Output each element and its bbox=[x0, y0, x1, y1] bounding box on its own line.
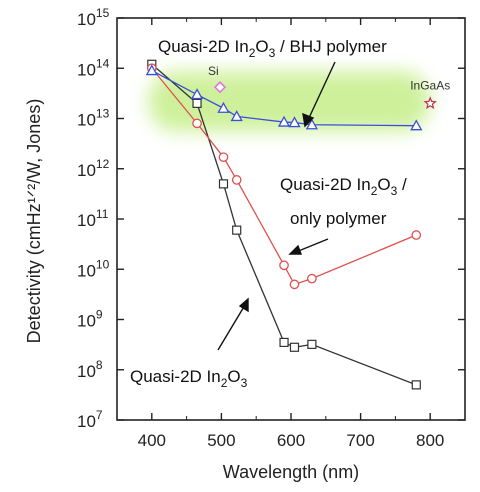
x-tick-label: 400 bbox=[138, 431, 166, 450]
y-tick-labels: 107 108 109 1010 1011 1012 1013 1014 1015 bbox=[77, 6, 110, 431]
reference-point-si bbox=[213, 81, 227, 94]
arrow-only-polymer bbox=[295, 238, 329, 253]
y-tick-label: 108 bbox=[77, 358, 103, 381]
series-layer bbox=[145, 59, 423, 390]
data-point-triangle bbox=[277, 115, 291, 127]
annotation-bhj-polymer: Quasi-2D In2O3 / BHJ polymer bbox=[158, 37, 387, 60]
arrow-bhj-head bbox=[302, 112, 315, 128]
data-point-circle bbox=[307, 273, 317, 284]
axis-ticks bbox=[117, 17, 465, 421]
reference-point-ingaas bbox=[423, 96, 437, 110]
data-point-triangle bbox=[190, 88, 204, 100]
data-point-triangle bbox=[305, 118, 318, 130]
x-tick-label: 500 bbox=[207, 431, 235, 450]
data-point-circle bbox=[231, 175, 242, 185]
annotation-arrows bbox=[217, 61, 336, 351]
y-tick-label: 1015 bbox=[77, 6, 110, 29]
data-point-circle bbox=[192, 118, 202, 129]
data-point-triangle bbox=[230, 110, 243, 122]
data-point-square bbox=[411, 380, 421, 390]
data-point-circle bbox=[289, 279, 300, 290]
arrow-quasi-2d bbox=[217, 304, 246, 351]
data-point-circle bbox=[411, 230, 422, 240]
reference-label-si: Si bbox=[208, 64, 219, 78]
y-tick-label: 107 bbox=[77, 408, 103, 431]
annotation-quasi-2d: Quasi-2D In2O3 bbox=[130, 367, 248, 390]
x-tick-labels: 400 500 600 700 800 bbox=[138, 431, 445, 450]
data-point-square bbox=[232, 225, 242, 235]
data-point-triangle bbox=[217, 101, 230, 113]
data-point-triangle bbox=[145, 64, 158, 76]
x-tick-label: 800 bbox=[416, 431, 444, 450]
y-axis-title: Detectivity (cmHz¹ᐟ²/W, Jones) bbox=[24, 99, 44, 344]
reference-points: Si InGaAs bbox=[208, 64, 450, 110]
data-point-circle bbox=[218, 152, 229, 163]
data-point-square bbox=[218, 179, 229, 189]
annotation-only-polymer-line2: only polymer bbox=[290, 209, 387, 228]
y-tick-label: 1011 bbox=[77, 207, 109, 230]
arrow-bhj bbox=[307, 61, 336, 121]
data-point-triangle bbox=[288, 116, 301, 128]
y-tick-label: 109 bbox=[77, 308, 103, 331]
data-point-square bbox=[279, 337, 289, 348]
data-point-square bbox=[289, 342, 300, 352]
x-tick-label: 700 bbox=[346, 431, 374, 450]
data-point-circle bbox=[279, 260, 289, 271]
y-tick-label: 1013 bbox=[77, 107, 110, 130]
y-tick-label: 1012 bbox=[77, 157, 110, 180]
x-axis-title: Wavelength (nm) bbox=[223, 462, 359, 482]
data-point-square bbox=[192, 98, 202, 108]
y-tick-label: 1014 bbox=[77, 56, 110, 79]
arrow-quasi-2d-head bbox=[238, 297, 249, 313]
x-tick-label: 600 bbox=[277, 431, 305, 450]
reference-label-ingaas: InGaAs bbox=[410, 78, 450, 92]
data-point-triangle bbox=[410, 119, 423, 131]
annotation-only-polymer-line1: Quasi-2D In2O3 / bbox=[280, 175, 407, 198]
data-point-square bbox=[307, 339, 317, 349]
arrow-only-polymer-head bbox=[288, 244, 303, 255]
y-tick-label: 1010 bbox=[77, 257, 110, 280]
